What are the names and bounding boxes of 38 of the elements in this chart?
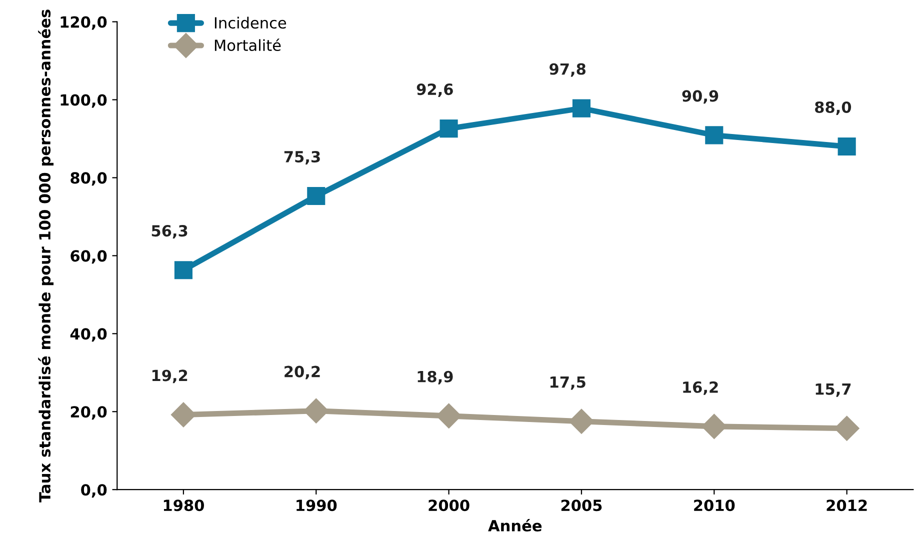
x-tick-label: 2012 [826, 500, 867, 512]
point [838, 137, 856, 156]
data-label: 20,2 [284, 366, 320, 380]
x-tick-label: 2010 [694, 500, 735, 512]
y-tick-label: 40,0 [70, 328, 107, 342]
point [569, 408, 594, 434]
y-tick-label: 20,0 [70, 406, 107, 420]
y-axis-title: Taux standardisé monde pour 100 000 personnes-années [38, 10, 54, 502]
point [440, 120, 458, 138]
data-label: 17,5 [550, 376, 586, 390]
y-tick-label: 80,0 [70, 172, 107, 186]
legend-label: Mortalité [214, 38, 281, 52]
x-tick-label: 1990 [296, 500, 337, 512]
data-label: 75,3 [284, 150, 320, 164]
data-label: 92,6 [416, 84, 453, 98]
data-label: 18,9 [418, 370, 453, 384]
legend-label: Incidence [214, 16, 286, 29]
point [170, 402, 196, 428]
data-label: 19,2 [152, 370, 188, 384]
x-tick-label: 1980 [164, 500, 204, 512]
point [705, 126, 724, 144]
y-tick-label: 60,0 [70, 250, 107, 264]
x-tick-label: 2000 [428, 500, 470, 512]
data-label: 90,9 [682, 90, 718, 104]
y-tick-label: 120,0 [60, 16, 107, 30]
point [572, 99, 591, 118]
point [307, 187, 326, 206]
x-tick-label: 2005 [561, 500, 602, 512]
x-axis-title: Année [488, 519, 542, 532]
data-label: 16,2 [683, 381, 718, 395]
point [436, 403, 462, 428]
point [174, 261, 192, 280]
data-label: 15,7 [816, 384, 851, 397]
y-tick-label: 100,0 [60, 94, 107, 108]
y-tick-label: 0,0 [81, 484, 107, 498]
data-label: 56,3 [152, 225, 188, 239]
data-label: 97,8 [550, 63, 586, 77]
data-label: 88,0 [815, 101, 852, 115]
